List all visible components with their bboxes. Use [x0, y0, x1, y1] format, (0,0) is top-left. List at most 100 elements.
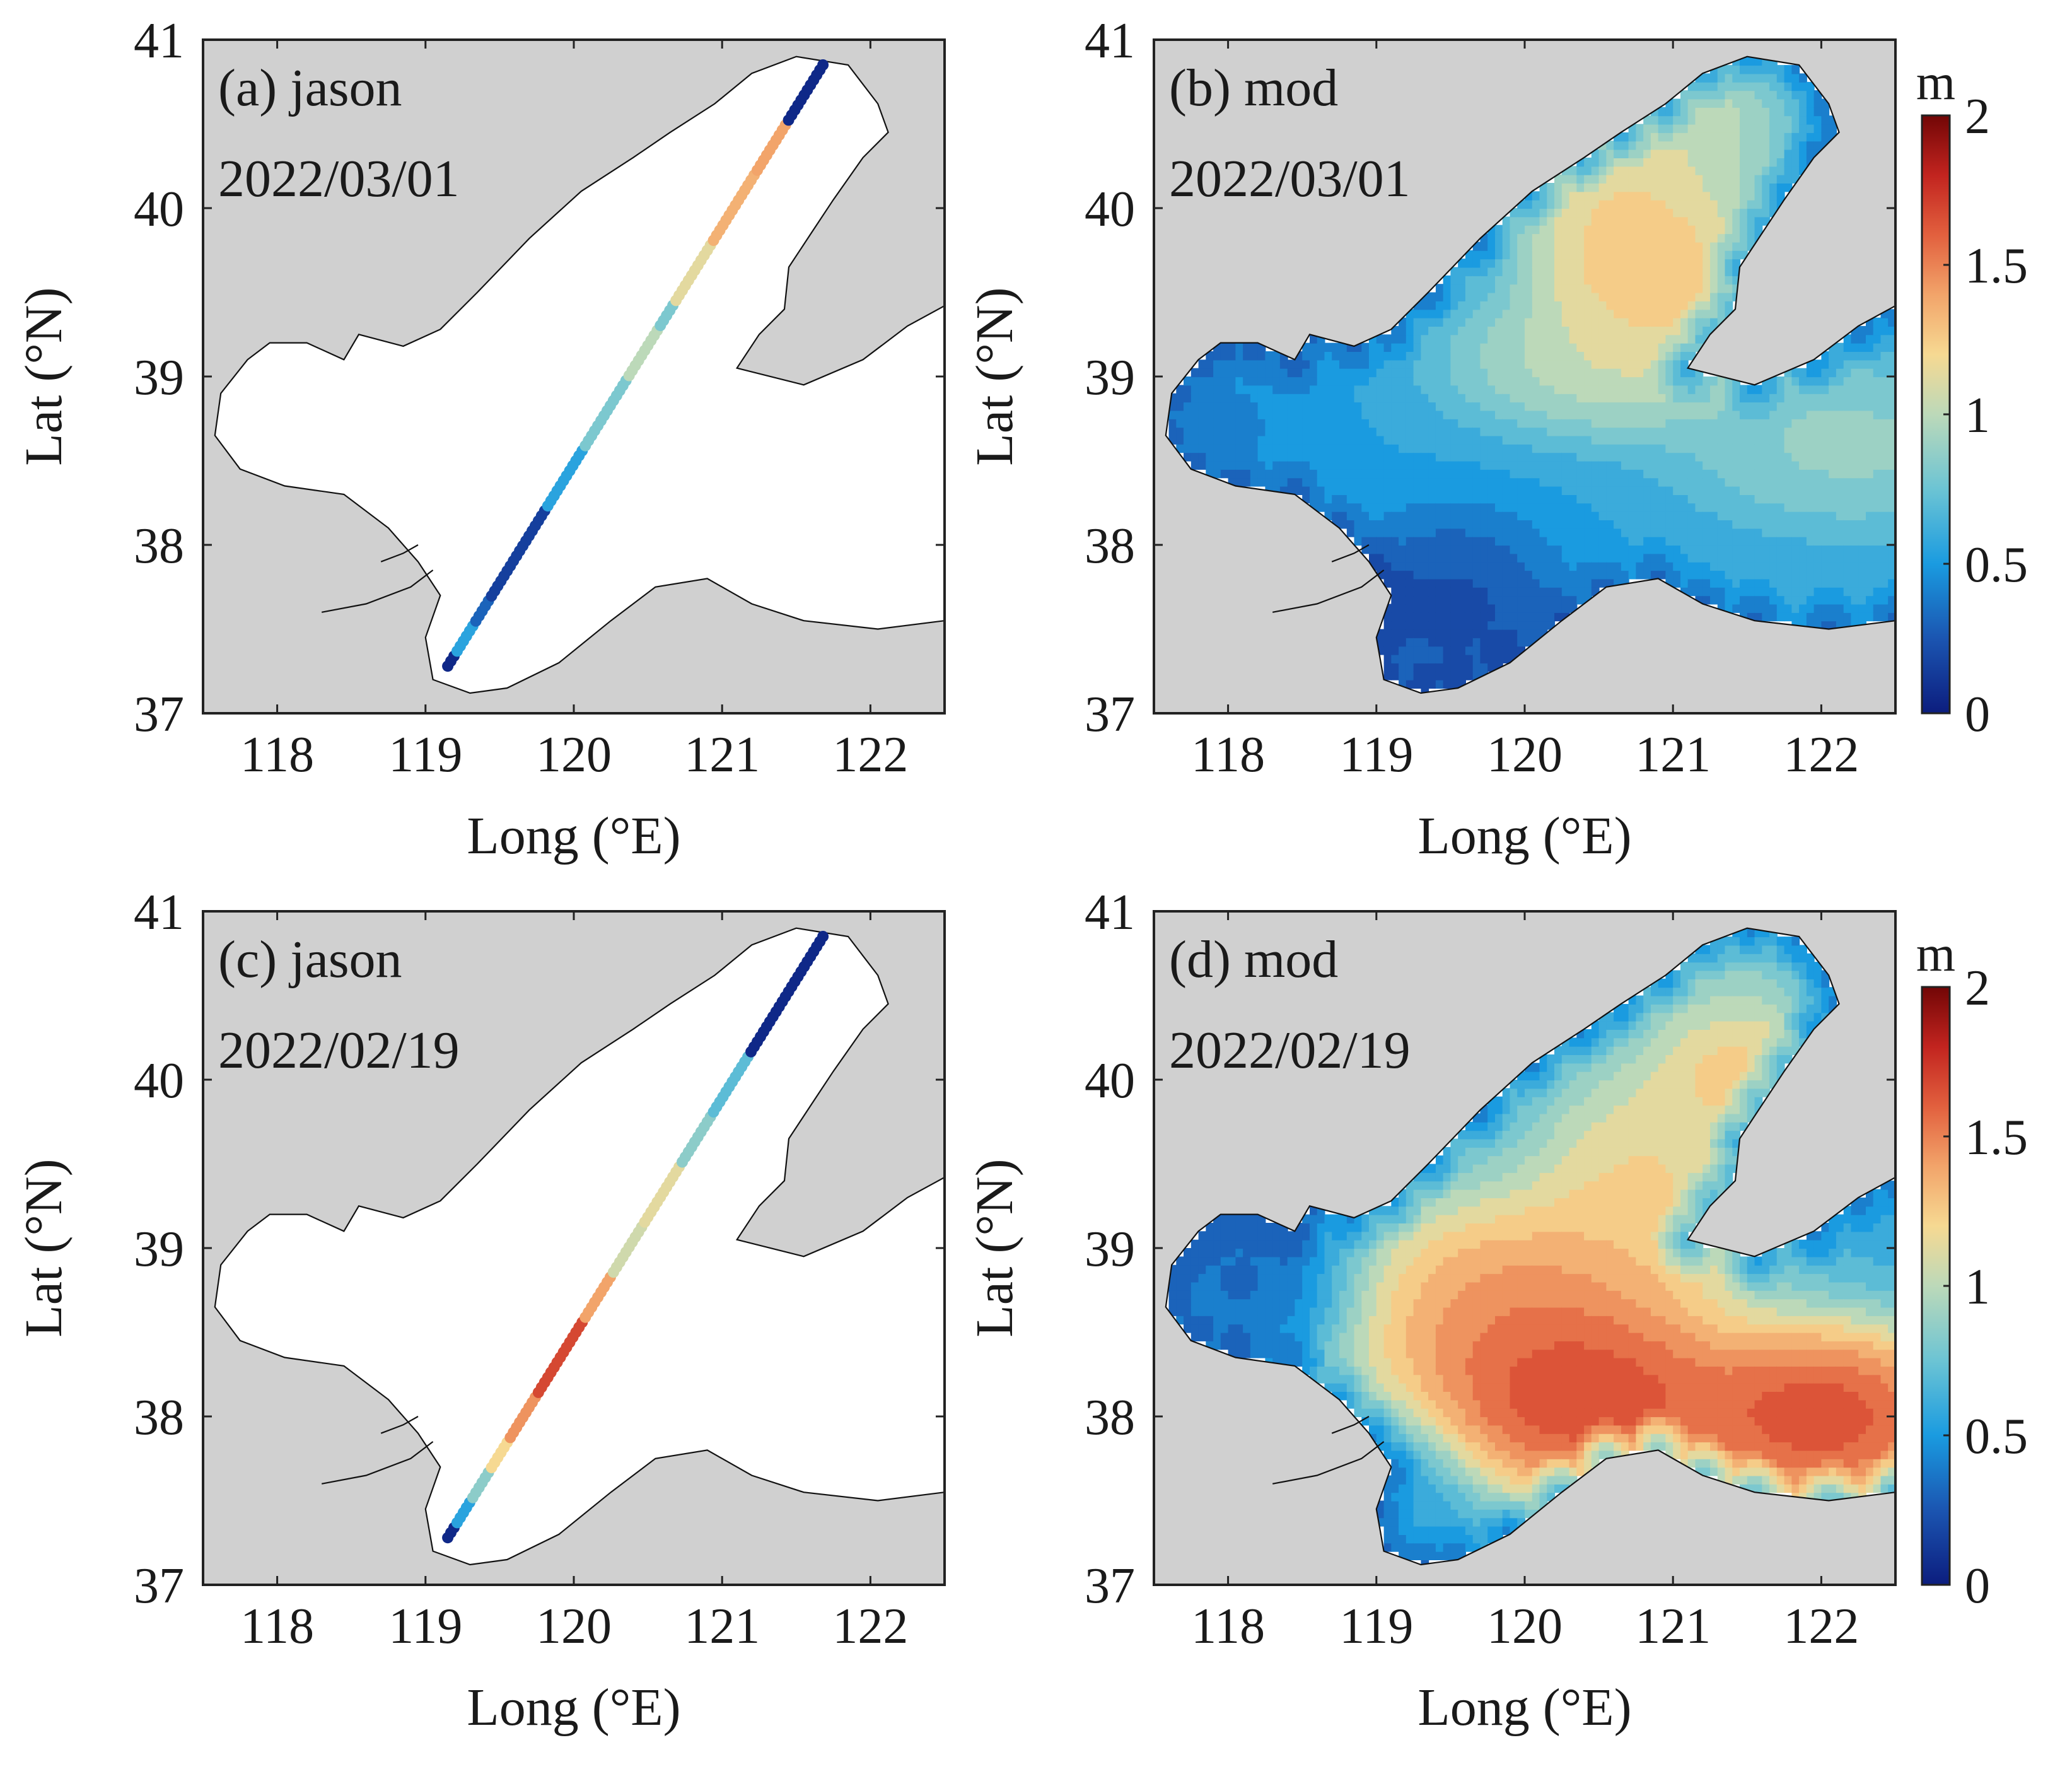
contour-cell: [1606, 309, 1615, 318]
contour-cell: [1176, 1315, 1185, 1325]
contour-cell: [1554, 545, 1563, 554]
contour-cell: [1725, 81, 1733, 91]
contour-cell: [1465, 368, 1474, 378]
contour-cell: [1228, 1290, 1237, 1300]
contour-cell: [1495, 376, 1503, 386]
contour-cell: [1614, 402, 1622, 411]
contour-cell: [1391, 1534, 1400, 1544]
contour-cell: [1643, 284, 1651, 293]
contour-cell: [1769, 183, 1778, 192]
contour-cell: [1332, 1256, 1340, 1266]
contour-cell: [1354, 1239, 1363, 1249]
contour-cell: [1399, 1517, 1407, 1527]
contour-cell: [1421, 545, 1429, 554]
contour-cell: [1591, 267, 1600, 276]
contour-cell: [1695, 166, 1704, 175]
contour-cell: [1547, 578, 1556, 588]
contour-cell: [1873, 511, 1882, 520]
contour-cell: [1510, 528, 1518, 537]
contour-cell: [1673, 469, 1681, 479]
contour-cell: [1272, 376, 1281, 386]
contour-cell: [1480, 578, 1489, 588]
contour-cell: [1235, 1273, 1244, 1283]
contour-cell: [1747, 443, 1755, 453]
contour-cell: [1858, 570, 1866, 580]
contour-cell: [1361, 536, 1370, 546]
contour-cell: [1710, 545, 1718, 554]
contour-cell: [1687, 90, 1696, 100]
contour-cell: [1598, 503, 1607, 512]
contour-cell: [1399, 385, 1407, 394]
contour-cell: [1680, 528, 1689, 537]
contour-cell: [1480, 325, 1489, 336]
contour-cell: [1339, 1264, 1347, 1275]
contour-cell: [1310, 342, 1318, 352]
contour-cell: [1813, 443, 1822, 453]
contour-cell: [1717, 460, 1726, 470]
contour-cell: [1740, 183, 1748, 192]
contour-cell: [1465, 646, 1474, 655]
contour-cell: [1591, 385, 1600, 394]
contour-cell: [1369, 418, 1377, 428]
contour-cell: [1576, 174, 1585, 184]
contour-cell: [1413, 452, 1422, 462]
contour-cell: [1391, 621, 1400, 630]
contour-cell: [1480, 520, 1489, 529]
contour-cell: [1673, 166, 1681, 175]
contour-cell: [1576, 418, 1585, 428]
contour-cell: [1813, 124, 1822, 133]
contour-cell: [1636, 309, 1644, 318]
contour-cell: [1361, 1349, 1370, 1358]
contour-cell: [1428, 418, 1436, 428]
contour-cell: [1628, 242, 1637, 251]
contour-cell: [1376, 427, 1385, 436]
contour-cell: [1443, 460, 1452, 470]
contour-cell: [1658, 503, 1667, 512]
contour-cell: [1628, 359, 1637, 369]
contour-cell: [1324, 418, 1333, 428]
contour-cell: [1391, 671, 1400, 680]
contour-cell: [1450, 511, 1459, 520]
contour-cell: [1428, 435, 1436, 445]
contour-cell: [1376, 410, 1385, 419]
contour-cell: [1317, 494, 1325, 504]
contour-cell: [1184, 1324, 1192, 1333]
contour-cell: [1458, 402, 1466, 411]
contour-cell: [1806, 443, 1815, 453]
contour-cell: [1272, 1223, 1281, 1232]
contour-cell: [1450, 520, 1459, 529]
contour-cell: [1495, 561, 1503, 571]
contour-cell: [1732, 166, 1741, 175]
contour-cell: [1295, 376, 1303, 386]
contour-cell: [1190, 402, 1199, 411]
contour-cell: [1628, 267, 1637, 276]
contour-cell: [1747, 570, 1755, 580]
contour-cell: [1769, 157, 1778, 167]
contour-cell: [1643, 545, 1651, 554]
contour-cell: [1495, 342, 1503, 352]
contour-cell: [1754, 536, 1763, 546]
contour-cell: [1354, 1248, 1363, 1258]
contour-cell: [1184, 1281, 1192, 1291]
contour-cell: [1762, 595, 1771, 605]
contour-cell: [1547, 595, 1556, 605]
contour-cell: [1747, 587, 1755, 597]
contour-cell: [1866, 325, 1874, 336]
contour-cell: [1554, 427, 1563, 436]
contour-cell: [1339, 503, 1347, 512]
contour-cell: [1740, 460, 1748, 470]
contour-cell: [1465, 545, 1474, 554]
contour-cell: [1198, 452, 1207, 462]
contour-cell: [1569, 267, 1578, 276]
river-line: [1331, 544, 1370, 563]
contour-cell: [1532, 528, 1540, 537]
contour-cell: [1332, 494, 1340, 504]
contour-cell: [1866, 385, 1874, 394]
contour-cell: [1369, 1425, 1377, 1434]
contour-cell: [1762, 132, 1771, 142]
contour-cell: [1628, 486, 1637, 495]
contour-cell: [1762, 402, 1771, 411]
contour-cell: [1598, 267, 1607, 276]
contour-cell: [1851, 351, 1860, 361]
contour-cell: [1435, 486, 1444, 495]
